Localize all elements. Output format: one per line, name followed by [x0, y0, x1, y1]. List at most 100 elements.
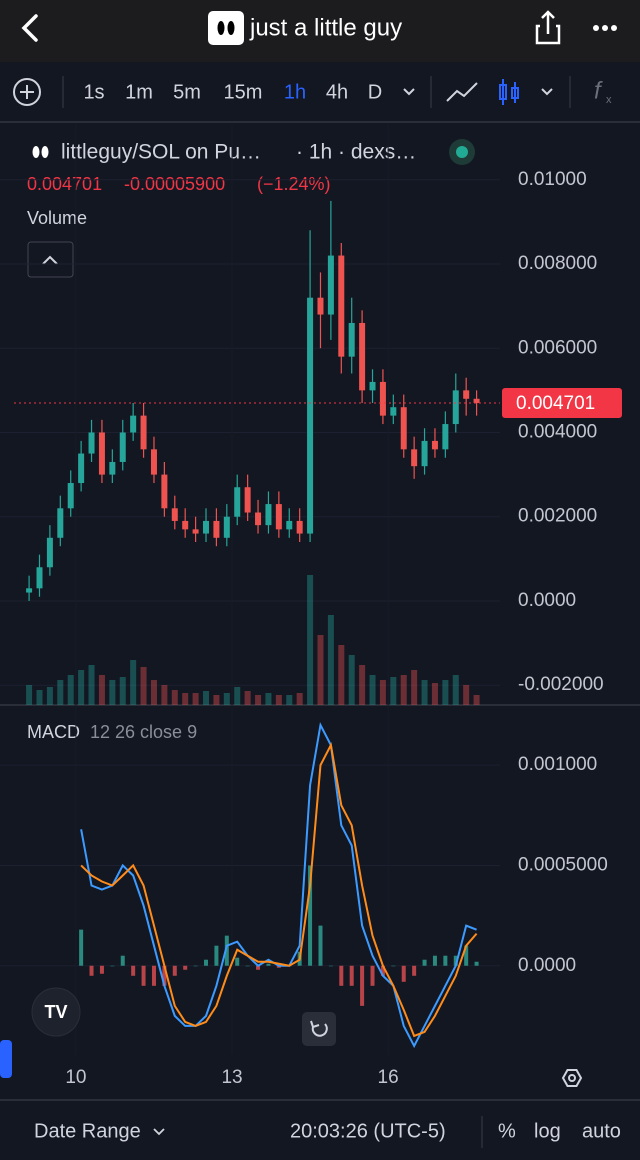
candle-body [26, 588, 33, 593]
volume-bar [57, 680, 64, 705]
more-button[interactable] [593, 25, 617, 31]
candle-body [369, 381, 376, 391]
histogram-bar [464, 945, 469, 966]
candle-body [140, 415, 147, 450]
histogram-bar [131, 965, 136, 976]
volume-bar [379, 680, 386, 705]
volume-bar [78, 670, 85, 705]
volume-bar [234, 687, 241, 705]
candle-body [46, 537, 53, 568]
x-tick-label: 13 [221, 1067, 242, 1088]
y-tick-label: 0.01000 [518, 169, 587, 190]
candle-body [234, 487, 241, 517]
interval-button[interactable]: 4h [326, 81, 348, 103]
candle-body [411, 449, 418, 467]
date-range-button[interactable]: Date Range [34, 1120, 141, 1142]
volume-label: Volume [27, 208, 87, 228]
volume-bar [88, 665, 95, 705]
candle-body [109, 461, 116, 475]
histogram-bar [349, 965, 354, 986]
histogram-bar [266, 963, 271, 966]
header [0, 0, 640, 62]
candle-body [192, 529, 199, 534]
legend-change: -0.00005900 [124, 174, 225, 194]
candle-body [36, 567, 43, 589]
candle-body [88, 432, 95, 454]
interval-button[interactable]: 1m [125, 81, 153, 103]
collapse-icon [42, 255, 58, 265]
log-toggle[interactable]: log [534, 1120, 561, 1142]
volume-bar [182, 693, 189, 705]
histogram-bar [328, 965, 333, 967]
line-chart-button[interactable] [446, 82, 478, 102]
histogram-bar [224, 935, 229, 966]
y-tick-label: 0.0000 [518, 955, 576, 976]
reset-button[interactable] [302, 1012, 336, 1046]
last-price-label: 0.004701 [516, 393, 595, 414]
candle-body [98, 432, 105, 475]
tradingview-logo[interactable] [31, 987, 81, 1037]
volume-bar [171, 690, 178, 705]
macd-line [80, 721, 477, 1049]
chart-type-dropdown[interactable] [541, 88, 553, 96]
macd-params: 12 26 close 9 [90, 722, 197, 742]
histogram-bar [141, 965, 146, 986]
candle-body [161, 474, 168, 509]
toolbar [0, 62, 640, 122]
macd-line [80, 742, 478, 1038]
interval-group: 1s 1m 5m 15m 1h 4h D [83, 81, 382, 103]
volume-bar [390, 677, 397, 705]
settings-button[interactable] [561, 1069, 583, 1087]
last-price-tag [502, 387, 622, 418]
share-button[interactable] [535, 10, 561, 45]
candle-body [223, 516, 230, 538]
legend-change-pct: (−1.24%) [257, 174, 331, 194]
volume-bar [307, 575, 314, 705]
auto-toggle[interactable]: auto [582, 1120, 621, 1142]
candle-body [67, 483, 74, 509]
histogram-bar [193, 965, 198, 967]
candle-body [442, 424, 449, 450]
histogram-bar [412, 965, 417, 976]
indicators-button[interactable]: f [594, 77, 603, 104]
histogram-bar [308, 865, 313, 966]
volume-bar [348, 655, 355, 705]
volume-bar [473, 695, 480, 705]
candle-body [452, 390, 459, 425]
candle-body [338, 255, 345, 357]
status-dot [456, 146, 468, 158]
interval-dropdown[interactable] [403, 88, 415, 96]
header-title: just a little guy [249, 14, 402, 41]
histogram-bar [432, 955, 437, 966]
volume-bar [338, 645, 345, 705]
candle-body [275, 504, 282, 530]
side-tab[interactable] [0, 1040, 12, 1078]
candle-body [244, 487, 251, 513]
add-button[interactable] [13, 78, 41, 106]
candle-chart-button[interactable] [499, 79, 519, 105]
interval-button[interactable]: 1h [284, 81, 306, 103]
percent-toggle[interactable]: % [498, 1120, 516, 1142]
histogram-bar [89, 965, 94, 976]
y-tick-label: 0.002000 [518, 506, 597, 527]
histogram-bar [162, 965, 167, 986]
back-button[interactable] [21, 14, 38, 42]
volume-bar [359, 665, 366, 705]
interval-button[interactable]: 1s [83, 81, 104, 103]
candle-body [150, 449, 157, 475]
candle-body [255, 512, 262, 526]
interval-button[interactable]: 15m [224, 81, 263, 103]
interval-button[interactable]: D [368, 81, 382, 103]
histogram-bar [360, 965, 365, 1006]
x-tick-label: 10 [65, 1067, 86, 1088]
collapse-button[interactable] [27, 241, 74, 278]
candle-body [317, 297, 324, 315]
interval-button[interactable]: 5m [173, 81, 201, 103]
legend-logo [32, 146, 40, 158]
settings-icon [568, 1074, 576, 1082]
symbol-subtitle: · 1h · dexs… [296, 141, 416, 164]
volume-bar [255, 695, 262, 705]
